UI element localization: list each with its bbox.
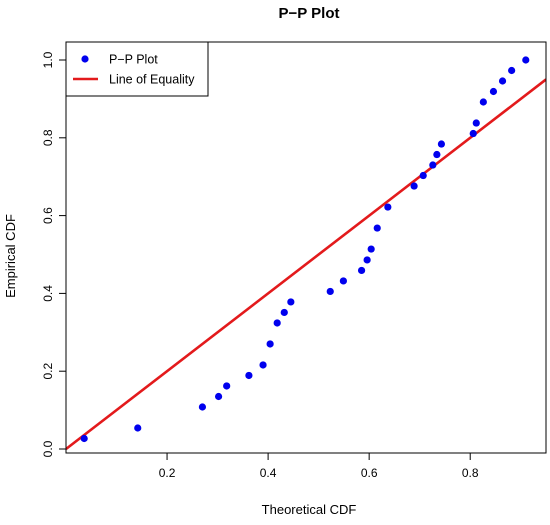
data-point [134,424,142,432]
data-point [259,361,267,369]
data-point [479,98,487,106]
legend-box [65,41,209,97]
data-point [472,119,480,127]
data-point [363,256,371,264]
axes: 0.2 0.4 0.6 0.8 0.0 0.2 0.4 0.6 0.8 1.0 [41,41,547,480]
data-point [522,56,530,64]
y-tick-label: 0.4 [41,285,55,302]
plot-frame [65,41,547,454]
data-point [198,403,207,411]
data-point [273,319,281,327]
y-tick-label: 0.6 [41,207,55,224]
x-axis-label: Theoretical CDF [262,502,357,517]
data-point [433,150,441,159]
data-point [373,224,381,232]
data-point [437,140,446,148]
data-point [419,171,427,180]
data-point [367,245,375,253]
chart-title: P−P Plot [279,5,340,22]
y-axis-label: Empirical CDF [3,214,18,298]
y-tick-label: 0.0 [41,440,55,457]
legend-label: P−P Plot [109,53,158,67]
line-of-equality [66,78,546,451]
y-tick-label: 0.8 [41,129,55,146]
legend: P−P Plot Line of Equality [65,41,209,97]
data-point [245,371,253,380]
data-point [287,298,295,306]
data-point [489,87,498,96]
legend-marker-points [81,55,89,63]
data-point [469,129,477,138]
x-tick-label: 0.2 [159,466,176,480]
data-point [410,182,418,190]
data-point [429,161,437,169]
data-point [326,287,334,296]
data-point [80,434,88,443]
y-tick-label: 0.2 [41,363,55,380]
data-point [508,66,516,75]
data-point [384,203,392,211]
x-tick-label: 0.4 [260,466,277,480]
data-point [498,77,507,85]
data-point [339,277,347,285]
x-tick-label: 0.6 [361,466,378,480]
x-tick-label: 0.8 [462,466,479,480]
data-point [266,340,274,348]
data-point [223,382,231,390]
plot-area [66,56,546,451]
y-tick-label: 1.0 [41,51,55,68]
data-point [280,308,288,317]
data-point [214,392,223,401]
legend-label: Line of Equality [109,73,195,87]
data-point [357,266,366,275]
